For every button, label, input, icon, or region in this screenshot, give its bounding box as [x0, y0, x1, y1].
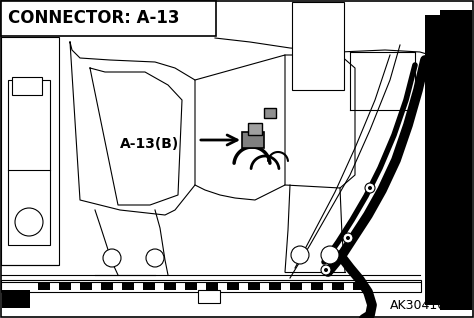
Circle shape: [343, 233, 353, 243]
Bar: [206, 282, 218, 290]
Bar: [122, 282, 134, 290]
Circle shape: [321, 265, 331, 275]
Bar: [1, 37, 59, 265]
Bar: [80, 282, 92, 290]
Bar: [38, 282, 50, 290]
Text: A-13(B): A-13(B): [120, 137, 179, 151]
Bar: [185, 282, 197, 290]
Circle shape: [146, 249, 164, 267]
Text: CONNECTOR: A-13: CONNECTOR: A-13: [8, 9, 180, 27]
Bar: [332, 282, 344, 290]
Circle shape: [368, 186, 372, 190]
Bar: [164, 282, 176, 290]
Bar: [292, 2, 344, 90]
Bar: [2, 290, 30, 308]
Bar: [8, 80, 50, 245]
Bar: [290, 282, 302, 290]
Bar: [440, 10, 472, 310]
Bar: [425, 15, 440, 305]
Circle shape: [365, 183, 375, 193]
Bar: [143, 282, 155, 290]
Bar: [101, 282, 113, 290]
Bar: [264, 108, 276, 118]
Circle shape: [15, 208, 43, 236]
Text: AK304102AE: AK304102AE: [390, 299, 470, 312]
Bar: [12, 77, 42, 95]
Bar: [269, 282, 281, 290]
Bar: [227, 282, 239, 290]
Circle shape: [103, 249, 121, 267]
Circle shape: [346, 236, 350, 240]
Bar: [1, 280, 421, 292]
Bar: [59, 282, 71, 290]
Circle shape: [291, 246, 309, 264]
Bar: [198, 290, 220, 303]
Bar: [1, 280, 421, 290]
Bar: [311, 282, 323, 290]
Bar: [1, 1, 216, 36]
Circle shape: [321, 246, 339, 264]
Bar: [248, 282, 260, 290]
Bar: [242, 132, 264, 148]
Bar: [248, 123, 262, 135]
Circle shape: [324, 268, 328, 272]
Bar: [353, 282, 365, 290]
